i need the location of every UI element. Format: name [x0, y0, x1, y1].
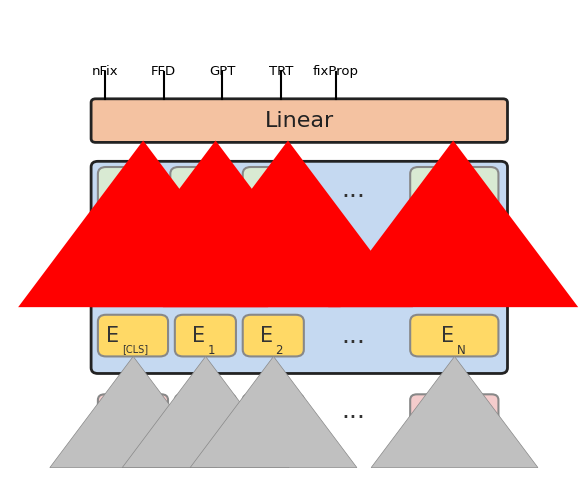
Text: [CLS]: [CLS] — [121, 344, 148, 354]
Text: ...: ... — [342, 324, 366, 348]
FancyBboxPatch shape — [171, 167, 231, 211]
Text: 2: 2 — [276, 344, 283, 357]
FancyBboxPatch shape — [98, 394, 168, 429]
Text: E: E — [192, 326, 206, 345]
Text: RoBERTa: RoBERTa — [240, 269, 359, 297]
FancyBboxPatch shape — [410, 394, 499, 429]
FancyBboxPatch shape — [410, 167, 499, 211]
Text: E: E — [106, 326, 119, 345]
Text: [CLS]: [CLS] — [114, 404, 152, 418]
Text: N: N — [457, 344, 465, 357]
Text: C: C — [121, 179, 135, 199]
FancyBboxPatch shape — [98, 167, 159, 211]
FancyBboxPatch shape — [175, 394, 236, 429]
Text: N: N — [457, 197, 465, 210]
Text: ...: ... — [342, 400, 366, 423]
FancyBboxPatch shape — [243, 315, 304, 356]
FancyBboxPatch shape — [243, 394, 304, 429]
FancyBboxPatch shape — [243, 167, 304, 211]
Text: 1: 1 — [208, 344, 215, 357]
Text: T: T — [442, 179, 454, 199]
FancyBboxPatch shape — [98, 315, 168, 356]
Text: T: T — [188, 179, 201, 199]
Text: Tok 1: Tok 1 — [187, 404, 224, 418]
Text: E: E — [441, 326, 454, 345]
Text: fixProp: fixProp — [312, 65, 359, 78]
Text: TRT: TRT — [269, 65, 293, 78]
Text: 1: 1 — [203, 197, 211, 210]
Text: E: E — [260, 326, 273, 345]
Text: Linear: Linear — [265, 111, 334, 130]
Text: ...: ... — [342, 178, 366, 202]
Text: 2: 2 — [276, 197, 283, 210]
FancyBboxPatch shape — [91, 99, 507, 142]
Text: Tok 2: Tok 2 — [255, 404, 291, 418]
FancyBboxPatch shape — [175, 315, 236, 356]
FancyBboxPatch shape — [91, 161, 507, 373]
FancyBboxPatch shape — [410, 315, 499, 356]
Text: nFix: nFix — [91, 65, 118, 78]
Text: FFD: FFD — [151, 65, 176, 78]
Text: Tok N: Tok N — [436, 404, 473, 418]
Text: GPT: GPT — [209, 65, 235, 78]
Text: T: T — [260, 179, 273, 199]
